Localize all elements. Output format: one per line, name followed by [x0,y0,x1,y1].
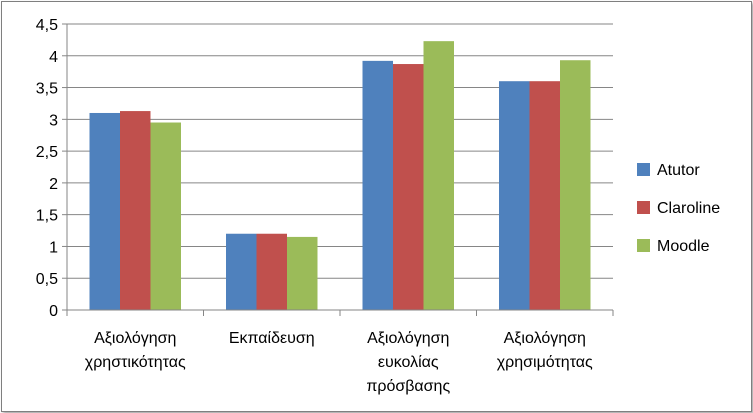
x-tick-label: πρόσβασης [366,378,450,395]
y-tick-label: 2 [49,176,58,193]
y-tick-label: 1,5 [36,208,58,225]
bar-atutor [226,233,257,310]
bar-claroline [529,81,560,310]
x-tick-label: Αξιολόγηση [94,330,176,347]
y-tick-label: 3 [49,112,58,129]
axes [62,23,614,316]
bar-moodle [423,41,454,310]
legend-swatch-moodle [637,239,650,252]
bar-claroline [256,233,287,310]
y-tick-labels: 0 0,5 1 1,5 2 2,5 3 3,5 4 4,5 [36,17,58,320]
y-tick-label: 0 [49,303,58,320]
legend-label-claroline: Claroline [657,200,720,217]
bar-atutor [499,81,530,310]
legend-label-atutor: Atutor [657,162,700,179]
y-tick-label: 3,5 [36,81,58,98]
bars [89,41,591,311]
bar-moodle [560,60,591,310]
bar-atutor [89,112,120,310]
x-tick-label: Αξιολόγηση [367,330,449,347]
x-tick-label: χρησιμότητας [497,354,593,371]
y-tick-label: 4,5 [36,17,58,34]
bar-moodle [287,236,318,310]
legend-swatch-atutor [637,163,650,176]
bar-moodle [150,122,181,310]
x-tick-label: ευκολίας [378,354,439,371]
legend-label-moodle: Moodle [657,238,710,255]
x-tick-label: Αξιολόγηση [504,330,586,347]
x-tick-labels: Αξιολόγηση χρηστικότητας Εκπαίδευση Αξιολόγ… [85,330,593,395]
legend: Atutor Claroline Moodle [637,162,720,255]
y-tick-label: 4 [49,49,58,66]
y-tick-label: 1 [49,239,58,256]
legend-swatch-claroline [637,201,650,214]
x-tick-label: Εκπαίδευση [229,330,315,347]
y-tick-label: 2,5 [36,144,58,161]
y-tick-label: 0,5 [36,271,58,288]
bar-claroline [120,111,151,311]
bar-claroline [393,64,424,310]
bar-atutor [362,60,393,311]
x-tick-label: χρηστικότητας [85,354,186,371]
